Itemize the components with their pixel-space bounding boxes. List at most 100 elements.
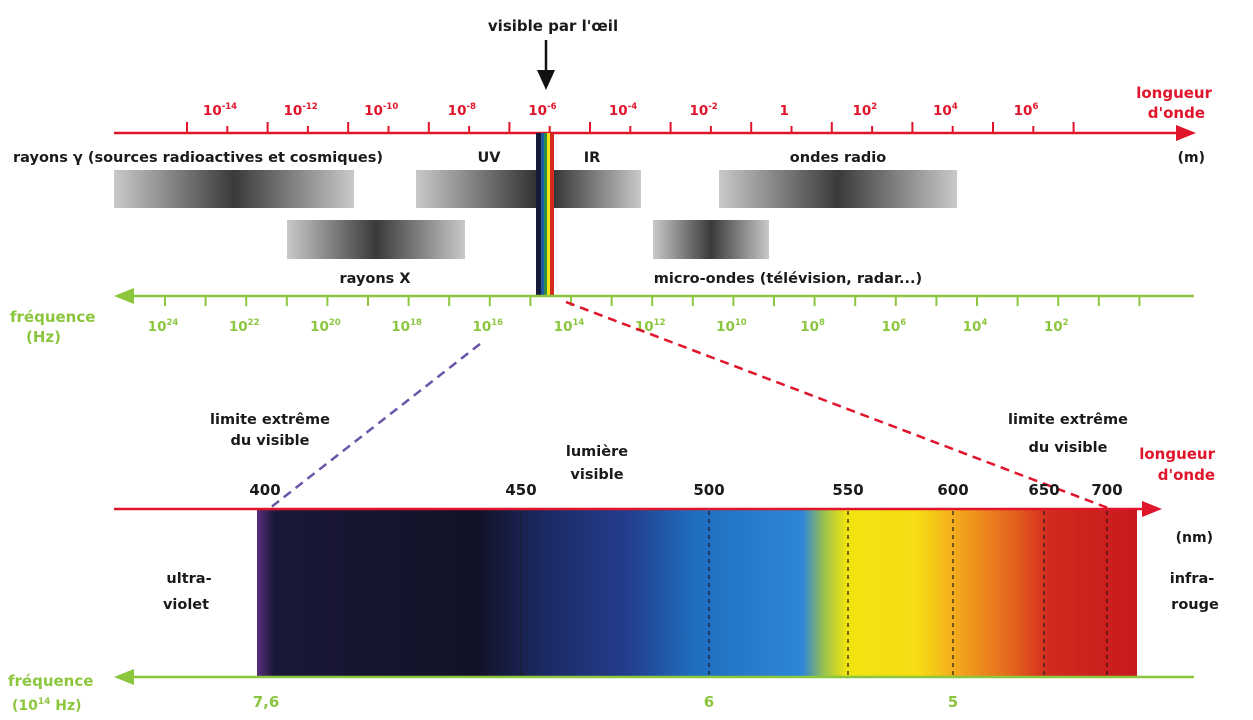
frequency-tick-label-exponent: 22	[248, 318, 260, 328]
wavelength-tick-label-exponent: -8	[466, 102, 476, 112]
bottom-wavelength-axis	[114, 501, 1162, 517]
frequency-value-label: 7,6	[253, 693, 280, 711]
visible-down-arrow	[537, 40, 555, 90]
wavelength-tick-label-exponent: 2	[871, 102, 877, 112]
nm-tick-labels: 400 450 500 550 600 650 700	[249, 481, 1122, 499]
top-wavelength-tick-labels: 10-14 10-12 10-10 10-8 10-6 10-4 10-2 1 102 104 10…	[203, 102, 1039, 119]
nm-tick-label: 450	[505, 481, 536, 499]
bottom-wavelength-label-line1: longueur	[1139, 445, 1215, 463]
frequency-tick-label-exponent: 10	[735, 318, 747, 328]
bottom-frequency-label-line2: (1014 Hz)	[12, 697, 82, 714]
frequency-tick-label-base: 10	[554, 319, 573, 335]
bottom-frequency-axis	[114, 669, 1194, 685]
frequency-tick-label: 1014	[554, 318, 585, 335]
wavelength-tick-label-base: 10	[689, 103, 708, 119]
infrared-label-line1: infra-	[1170, 571, 1215, 587]
wavelength-tick-label: 10-4	[609, 102, 637, 119]
wavelength-tick-label-base: 10	[448, 103, 467, 119]
gamma-rays-label: rayons γ (sources radioactives et cosmiq…	[13, 150, 383, 166]
x-rays-band	[287, 220, 465, 259]
frequency-tick-label-base: 10	[472, 319, 491, 335]
wavelength-tick-label: 1	[779, 103, 788, 119]
ultraviolet-label-line1: ultra-	[166, 571, 211, 587]
left-limit-label-line1: limite extrême	[210, 412, 330, 428]
visible-light-strip	[536, 133, 554, 296]
microwaves-label: micro-ondes (télévision, radar...)	[654, 271, 922, 287]
wavelength-tick-label: 104	[933, 102, 958, 119]
frequency-tick-label: 1024	[148, 318, 179, 335]
nm-dashed-guides	[520, 511, 1108, 675]
wavelength-tick-label-exponent: 4	[952, 102, 958, 112]
frequency-tick-label-exponent: 18	[410, 318, 422, 328]
frequency-tick-label-base: 10	[310, 319, 329, 335]
frequency-tick-label-exponent: 6	[900, 318, 906, 328]
wavelength-tick-label: 10-14	[203, 102, 237, 119]
frequency-tick-label-base: 10	[963, 319, 982, 335]
wavelength-tick-label-exponent: -4	[628, 102, 638, 112]
ir-label: IR	[584, 150, 601, 166]
visible-light-label-line2: visible	[570, 467, 623, 483]
top-wavelength-unit: (m)	[1178, 150, 1205, 166]
frequency-tick-label: 104	[963, 318, 988, 335]
frequency-tick-label-base: 10	[881, 319, 900, 335]
wavelength-tick-label-base: 1	[779, 103, 788, 119]
visible-light-label-line1: lumière	[566, 444, 628, 460]
wavelength-tick-label: 10-8	[448, 102, 476, 119]
frequency-tick-label-exponent: 12	[654, 318, 666, 328]
frequency-tick-label: 102	[1044, 318, 1069, 335]
frequency-value-label: 5	[948, 693, 958, 711]
frequency-tick-label-exponent: 8	[819, 318, 825, 328]
frequency-tick-label-base: 10	[1044, 319, 1063, 335]
wavelength-tick-label-base: 10	[284, 103, 303, 119]
wavelength-tick-label-base: 10	[1014, 103, 1033, 119]
top-frequency-label-line1: fréquence	[10, 308, 95, 326]
frequency-tick-label-exponent: 20	[329, 318, 341, 328]
wavelength-tick-label-base: 10	[933, 103, 952, 119]
frequency-tick-label-exponent: 2	[1063, 318, 1069, 328]
top-wavelength-label-line1: longueur	[1136, 84, 1212, 102]
right-limit-label-line1: limite extrême	[1008, 412, 1128, 428]
frequency-tick-label: 1020	[310, 318, 341, 335]
frequency-tick-label-exponent: 4	[981, 318, 987, 328]
wavelength-tick-label-exponent: -10	[383, 102, 398, 112]
uv-ir-band	[416, 170, 641, 208]
frequency-tick-label-exponent: 14	[572, 318, 584, 328]
frequency-tick-label: 1018	[391, 318, 422, 335]
left-limit-label-line2: du visible	[231, 433, 310, 449]
frequency-tick-label: 106	[881, 318, 906, 335]
infrared-label-line2: rouge	[1171, 597, 1219, 613]
frequency-tick-label-exponent: 16	[491, 318, 503, 328]
bottom-frequency-tick-labels: 7,6 6 5	[253, 693, 959, 711]
nm-tick-label: 600	[937, 481, 968, 499]
visible-spectrum-band	[257, 510, 1137, 676]
bottom-frequency-unit-exponent: 14	[38, 697, 51, 707]
bottom-wavelength-label-line2: d'onde	[1158, 466, 1215, 484]
nm-tick-label: 550	[832, 481, 863, 499]
frequency-value-label: 6	[704, 693, 714, 711]
frequency-tick-label-base: 10	[635, 319, 654, 335]
ir-limit-dashed-connector	[565, 300, 1109, 510]
ultraviolet-label-line2: violet	[163, 597, 209, 613]
nm-tick-label: 700	[1091, 481, 1122, 499]
wavelength-tick-label-base: 10	[528, 103, 547, 119]
bottom-frequency-unit-start: (10	[12, 698, 38, 714]
bottom-frequency-label-line1: fréquence	[8, 672, 93, 690]
frequency-tick-label-base: 10	[800, 319, 819, 335]
wavelength-tick-label: 102	[852, 102, 877, 119]
wavelength-tick-label: 10-2	[689, 102, 717, 119]
radio-waves-label: ondes radio	[790, 150, 886, 166]
bottom-frequency-unit-end: Hz)	[50, 698, 81, 714]
frequency-tick-label: 1010	[716, 318, 747, 335]
frequency-tick-label: 108	[800, 318, 825, 335]
top-wavelength-axis	[114, 122, 1196, 141]
wavelength-tick-label-exponent: -6	[547, 102, 557, 112]
wavelength-tick-label-exponent: -14	[222, 102, 237, 112]
gamma-rays-band	[114, 170, 354, 208]
nm-tick-label: 400	[249, 481, 280, 499]
wavelength-tick-label-base: 10	[852, 103, 871, 119]
bottom-wavelength-unit: (nm)	[1176, 530, 1213, 546]
frequency-tick-label: 1022	[229, 318, 260, 335]
visible-by-eye-label: visible par l'œil	[488, 17, 618, 35]
frequency-tick-label-exponent: 24	[166, 318, 178, 328]
